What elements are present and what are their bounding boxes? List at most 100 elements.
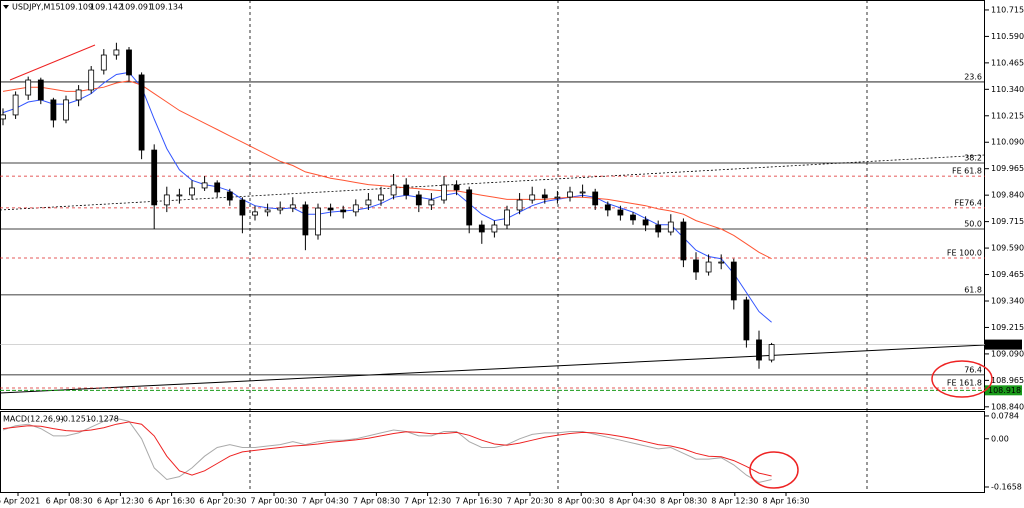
x-tick-label: 8 Apr 12:30 <box>711 497 758 506</box>
quote-high: 109.142 <box>90 3 123 12</box>
y-tick-label: 109.590 <box>991 244 1024 253</box>
candle-body <box>63 99 69 121</box>
quote-close: 109.134 <box>150 3 183 12</box>
level-label: 23.6 <box>964 72 982 81</box>
macd-reading: -0.1251 <box>60 415 91 424</box>
y-tick-label: 110.340 <box>991 85 1024 94</box>
candle-body <box>214 182 221 193</box>
y-tick-label: 109.215 <box>991 323 1024 332</box>
x-tick-label: 8 Apr 04:30 <box>609 497 656 506</box>
y-tick-label: 108.840 <box>991 402 1024 411</box>
candle-body <box>378 194 384 201</box>
candle-body <box>554 196 561 199</box>
candle-body <box>163 194 170 206</box>
candle-body <box>315 207 321 236</box>
main-pane <box>0 0 985 410</box>
candle-body <box>541 194 548 199</box>
y-tick-label: 109.465 <box>991 270 1024 279</box>
alert-price: 108.918 <box>988 386 1021 395</box>
level-label: 50.0 <box>964 220 982 229</box>
candle-body <box>176 194 183 197</box>
candle-body <box>491 224 498 233</box>
candle-body <box>592 191 599 206</box>
macd-reading: -0.1278 <box>88 415 119 424</box>
y-tick-label: 110.590 <box>991 32 1024 41</box>
level-label: 76.4 <box>964 365 982 374</box>
day-separators <box>249 0 868 492</box>
level-label: FE 161.8 <box>947 378 982 387</box>
annotation-circle <box>749 451 799 489</box>
candle-body <box>642 219 649 226</box>
candle-body <box>12 94 19 116</box>
candle-body <box>428 199 435 206</box>
candle-body <box>667 221 674 233</box>
x-tick-label: 6 Apr 08:30 <box>46 497 93 506</box>
candle-body <box>289 204 296 209</box>
quote-low: 109.091 <box>120 3 153 12</box>
annotation-circle <box>931 360 993 398</box>
macd-pane <box>0 411 985 493</box>
candle-body <box>327 207 334 211</box>
candle-body <box>453 184 460 191</box>
candle-body <box>604 204 611 211</box>
candle-body <box>239 199 246 216</box>
y-tick-label: 109.715 <box>991 217 1024 226</box>
level-label: 38.2 <box>964 153 982 162</box>
y-tick-label: -0.1658 <box>991 482 1022 491</box>
candle-body <box>617 209 624 216</box>
candle-body <box>730 261 737 301</box>
level-label: FE76.4 <box>955 198 982 207</box>
symbol: USDJPY,M15 <box>12 3 61 12</box>
candle-body <box>579 191 586 194</box>
candle-body <box>100 54 107 71</box>
candle-body <box>415 194 422 206</box>
candle-body <box>516 199 523 211</box>
quote-open: 109.109 <box>60 3 93 12</box>
level-label: FE 61.8 <box>952 167 982 176</box>
candle-body <box>113 49 120 56</box>
level-label: 61.8 <box>964 285 982 294</box>
candle-body <box>302 204 309 236</box>
candle-body <box>75 89 82 101</box>
x-tick-label: 7 Apr 08:30 <box>353 497 400 506</box>
candle-body <box>340 209 347 213</box>
macd-title: MACD(12,26,9) <box>3 415 64 424</box>
level-label: FE 100.0 <box>947 249 982 258</box>
y-tick-label: 0.0784 <box>991 411 1019 420</box>
candle-body <box>50 99 57 121</box>
x-tick-label: 8 Apr 08:30 <box>660 497 707 506</box>
y-tick-label: 109.965 <box>991 164 1024 173</box>
alert-box <box>985 385 1022 396</box>
candle-body <box>743 299 750 341</box>
menu-arrow[interactable] <box>3 5 9 9</box>
candle-body <box>705 261 712 273</box>
candle-body <box>718 261 725 264</box>
trendline <box>9 44 96 81</box>
x-tick-label: 7 Apr 00:30 <box>250 497 297 506</box>
candle-body <box>441 184 447 201</box>
candle-body <box>126 49 132 76</box>
candle-body <box>567 191 573 198</box>
candle-body <box>352 204 359 213</box>
plot-layer: 110.715 110.590 110.465 110.340 110.215 110.0… <box>0 5 1024 506</box>
moving-average <box>2 80 772 260</box>
x-tick-label: 6 Apr 2021 <box>0 497 40 506</box>
candle-body <box>0 114 6 120</box>
x-tick-label: 8 Apr 00:30 <box>558 497 605 506</box>
y-tick-label: 0.00 <box>991 434 1009 443</box>
candle-body <box>693 259 699 273</box>
candle-body <box>37 79 44 101</box>
candle-body <box>226 191 233 201</box>
candle-body <box>189 187 195 196</box>
x-tick-label: 7 Apr 16:30 <box>455 497 502 506</box>
candle-body <box>365 199 372 206</box>
candle-body <box>478 224 485 233</box>
x-tick-label: 8 Apr 16:30 <box>762 497 809 506</box>
macd-line <box>2 417 772 483</box>
candle-body <box>151 149 158 206</box>
candle-body <box>277 207 284 211</box>
candle-body <box>630 214 636 221</box>
candle-body <box>252 211 258 216</box>
candle-body <box>466 189 473 226</box>
